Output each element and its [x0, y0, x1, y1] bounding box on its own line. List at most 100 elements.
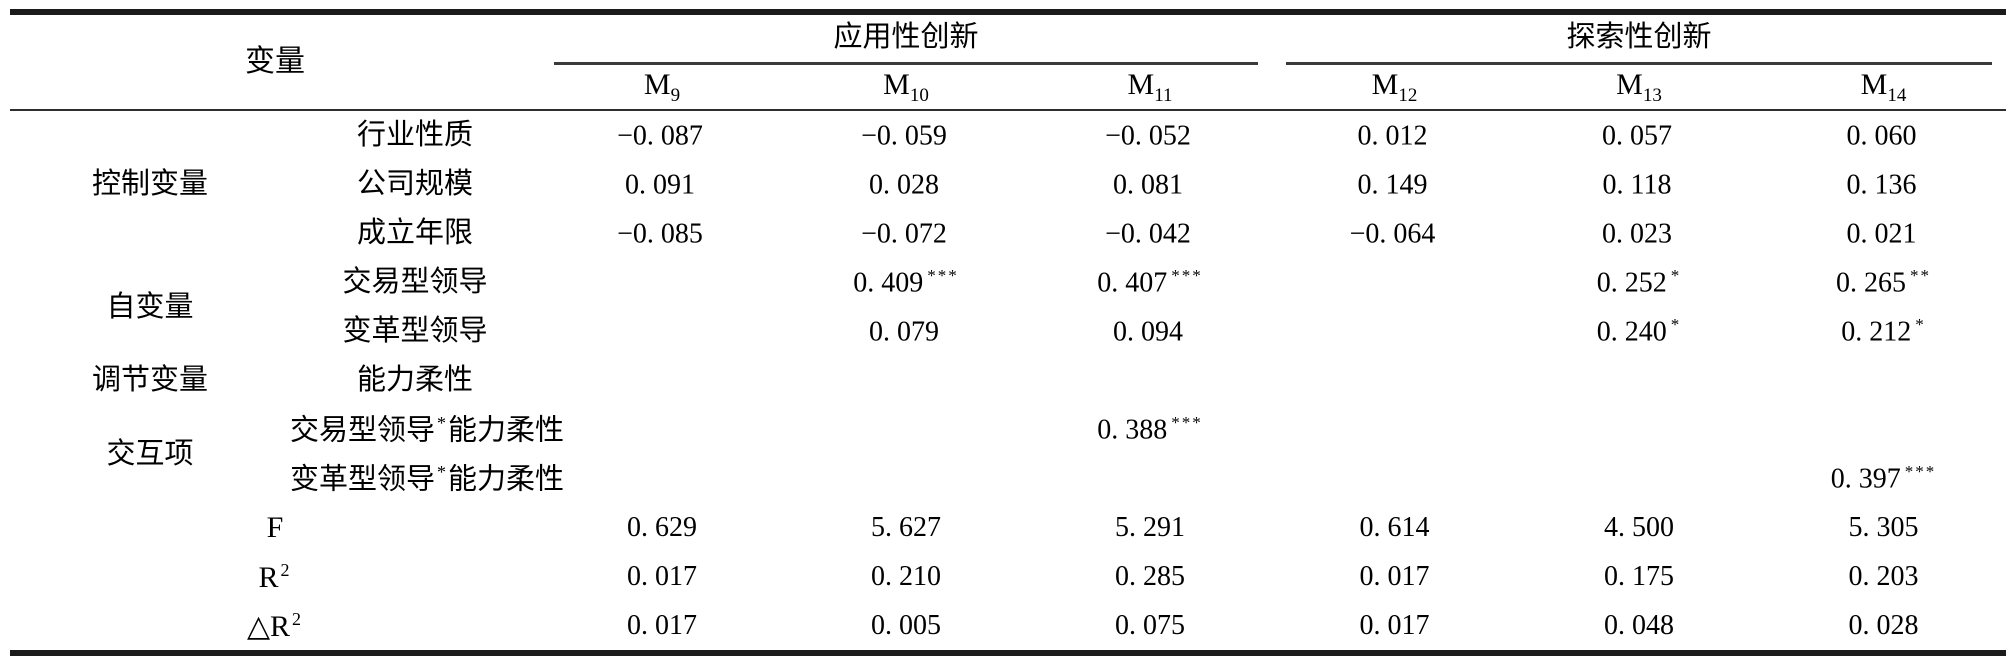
cell-m14: 0. 265 **: [1836, 266, 1931, 299]
table-row: 变革型领导 *能力柔性 0. 397 ***: [10, 454, 2006, 503]
cell-m11: [1028, 356, 1272, 405]
cell-m14: 0. 028: [1848, 609, 1919, 641]
row-label-transformational-x-flexibility: 变革型领导 *能力柔性: [290, 461, 565, 496]
cell-m14: 0. 060: [1846, 120, 1917, 152]
cell-m12: 0. 017: [1359, 560, 1430, 592]
table-body: 控制变量 行业性质 −0. 087 −0. 059 −0. 052 0. 012…: [10, 110, 2006, 653]
header-model-m11: M11: [1028, 65, 1272, 111]
cell-m14: 0. 397 ***: [1830, 462, 1937, 495]
table-row: F 0. 629 5. 627 5. 291 0. 614 4. 500 5. …: [10, 503, 2006, 552]
cell-m10: [784, 454, 1028, 503]
cell-m14: 0. 021: [1846, 218, 1917, 250]
cell-m10: 0. 210: [871, 560, 941, 592]
row-label-transactional-leadership: 交易型领导: [342, 266, 488, 298]
cell-m13: 4. 500: [1604, 511, 1674, 543]
cell-m9: 0. 629: [627, 511, 697, 543]
group-label-interaction-terms: 交互项: [106, 437, 194, 470]
cell-m9: [540, 307, 784, 356]
cell-m12: −0. 064: [1349, 218, 1436, 250]
row-label-delta-r-squared: △R 2: [246, 608, 302, 643]
cell-m13: 0. 048: [1604, 609, 1674, 641]
table-row: 公司规模 0. 091 0. 028 0. 081 0. 149 0. 118 …: [10, 160, 2006, 209]
cell-m13: 0. 240 *: [1596, 315, 1682, 348]
cell-m10: −0. 059: [861, 120, 947, 152]
table-row: 控制变量 行业性质 −0. 087 −0. 059 −0. 052 0. 012…: [10, 110, 2006, 199]
cell-m9: 0. 017: [627, 560, 697, 592]
cell-m13: [1517, 405, 1761, 454]
cell-m11: 0. 075: [1115, 609, 1185, 641]
header-group-exploratory-innovation-label: 探索性创新: [1286, 17, 1992, 65]
cell-m12: [1272, 405, 1517, 454]
cell-m12: [1272, 307, 1517, 356]
regression-results-table: 变量 应用性创新 探索性创新 M9 M10 M11 M12 M13 M14 控制…: [10, 9, 2006, 656]
table-row: △R 2 0. 017 0. 005 0. 075 0. 017 0. 048 0…: [10, 601, 2006, 653]
cell-m10: 0. 028: [869, 169, 939, 201]
group-label-control-variables: 控制变量: [91, 168, 208, 200]
header-model-m13: M13: [1517, 65, 1761, 111]
cell-m11: [1028, 454, 1272, 503]
cell-m10: 0. 079: [869, 316, 939, 348]
cell-m10: 0. 005: [871, 609, 941, 641]
cell-m12: [1272, 258, 1517, 307]
cell-m9: [540, 405, 784, 454]
cell-m13: 0. 252 *: [1596, 266, 1682, 299]
cell-m14: 0. 136: [1846, 169, 1917, 201]
cell-m9: [540, 258, 784, 307]
group-label-moderator-variable: 调节变量: [91, 364, 208, 396]
row-label-industry: 行业性质: [356, 119, 473, 151]
cell-m11: 0. 388 ***: [1097, 413, 1203, 446]
row-label-transactional-x-flexibility: 交易型领导 *能力柔性: [290, 412, 565, 447]
cell-m14: 5. 305: [1848, 511, 1919, 543]
cell-m14: 0. 203: [1848, 560, 1919, 592]
cell-m13: 0. 175: [1604, 560, 1674, 592]
cell-m13: [1517, 356, 1761, 405]
row-label-transformational-leadership: 变革型领导: [342, 315, 488, 347]
cell-m11: 5. 291: [1115, 511, 1185, 543]
cell-m9: −0. 087: [617, 120, 703, 152]
cell-m10: 5. 627: [871, 511, 941, 543]
group-label-independent-variables: 自变量: [106, 290, 194, 323]
row-label-f-statistic: F: [266, 510, 284, 544]
cell-m10: [784, 356, 1028, 405]
cell-m9: [540, 356, 784, 405]
table-row: 交互项 交易型领导 *能力柔性 0. 388 ***: [10, 405, 2006, 468]
row-label-capability-flexibility: 能力柔性: [356, 364, 473, 396]
cell-m13: 0. 118: [1602, 169, 1672, 201]
header-group-applied-innovation-label: 应用性创新: [554, 17, 1258, 65]
header-group-exploratory-innovation: 探索性创新: [1272, 12, 2006, 65]
cell-m11: 0. 081: [1113, 169, 1183, 201]
cell-m13: 0. 057: [1602, 120, 1672, 152]
table-row: 调节变量 能力柔性: [10, 356, 2006, 405]
row-label-firm-size: 公司规模: [356, 168, 473, 200]
header-model-m10: M10: [784, 65, 1028, 111]
table-row: 成立年限 −0. 085 −0. 072 −0. 042 −0. 064 0. …: [10, 209, 2006, 258]
cell-m14: 0. 212 *: [1841, 315, 1926, 348]
row-label-firm-age: 成立年限: [356, 217, 473, 249]
cell-m12: 0. 614: [1359, 511, 1430, 543]
table-header: 变量 应用性创新 探索性创新 M9 M10 M11 M12 M13 M14: [10, 12, 2006, 111]
header-model-m14: M14: [1761, 65, 2006, 111]
cell-m13: 0. 023: [1602, 218, 1672, 250]
cell-m9: [540, 454, 784, 503]
cell-m11: −0. 052: [1105, 120, 1191, 152]
cell-m9: 0. 091: [625, 169, 695, 201]
cell-m12: 0. 012: [1357, 120, 1428, 152]
cell-m13: [1517, 454, 1761, 503]
cell-m12: 0. 149: [1357, 169, 1428, 201]
header-group-applied-innovation: 应用性创新: [540, 12, 1272, 65]
cell-m14: [1761, 356, 2006, 405]
cell-m12: [1272, 356, 1517, 405]
cell-m12: 0. 017: [1359, 609, 1430, 641]
header-model-m12: M12: [1272, 65, 1517, 111]
cell-m10: −0. 072: [861, 218, 947, 250]
cell-m10: [784, 405, 1028, 454]
cell-m12: [1272, 454, 1517, 503]
cell-m9: 0. 017: [627, 609, 697, 641]
cell-m14: [1761, 405, 2006, 454]
cell-m9: −0. 085: [617, 218, 703, 250]
cell-m11: 0. 285: [1115, 560, 1185, 592]
cell-m11: 0. 407 ***: [1097, 266, 1203, 299]
